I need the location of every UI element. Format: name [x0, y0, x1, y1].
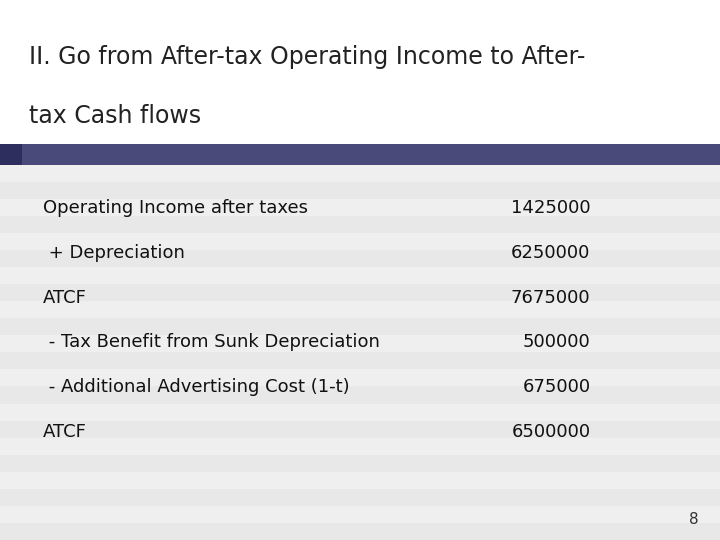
Text: Operating Income after taxes: Operating Income after taxes — [43, 199, 308, 217]
Text: + Depreciation: + Depreciation — [43, 244, 185, 262]
FancyBboxPatch shape — [0, 216, 720, 233]
Text: ATCF: ATCF — [43, 288, 87, 307]
FancyBboxPatch shape — [0, 523, 720, 540]
Text: 7675000: 7675000 — [510, 288, 590, 307]
Text: - Additional Advertising Cost (1-t): - Additional Advertising Cost (1-t) — [43, 378, 350, 396]
FancyBboxPatch shape — [0, 455, 720, 472]
FancyBboxPatch shape — [0, 144, 720, 165]
FancyBboxPatch shape — [0, 421, 720, 437]
FancyBboxPatch shape — [0, 318, 720, 335]
FancyBboxPatch shape — [0, 284, 720, 301]
FancyBboxPatch shape — [0, 233, 720, 250]
FancyBboxPatch shape — [0, 301, 720, 318]
FancyBboxPatch shape — [0, 403, 720, 421]
Text: ATCF: ATCF — [43, 423, 87, 441]
FancyBboxPatch shape — [0, 437, 720, 455]
FancyBboxPatch shape — [0, 506, 720, 523]
Text: 8: 8 — [689, 511, 698, 526]
FancyBboxPatch shape — [0, 335, 720, 353]
Text: tax Cash flows: tax Cash flows — [29, 104, 201, 128]
Text: 1425000: 1425000 — [510, 199, 590, 217]
FancyBboxPatch shape — [0, 387, 720, 403]
FancyBboxPatch shape — [0, 353, 720, 369]
FancyBboxPatch shape — [0, 165, 720, 182]
Text: 500000: 500000 — [523, 333, 590, 352]
Text: 6250000: 6250000 — [511, 244, 590, 262]
Text: 6500000: 6500000 — [511, 423, 590, 441]
FancyBboxPatch shape — [0, 267, 720, 284]
FancyBboxPatch shape — [0, 199, 720, 216]
FancyBboxPatch shape — [0, 0, 720, 162]
FancyBboxPatch shape — [0, 369, 720, 387]
FancyBboxPatch shape — [0, 489, 720, 506]
Text: - Tax Benefit from Sunk Depreciation: - Tax Benefit from Sunk Depreciation — [43, 333, 380, 352]
FancyBboxPatch shape — [0, 182, 720, 199]
FancyBboxPatch shape — [0, 472, 720, 489]
FancyBboxPatch shape — [0, 144, 22, 165]
Text: II. Go from After-tax Operating Income to After-: II. Go from After-tax Operating Income t… — [29, 45, 585, 69]
FancyBboxPatch shape — [0, 250, 720, 267]
Text: 675000: 675000 — [522, 378, 590, 396]
